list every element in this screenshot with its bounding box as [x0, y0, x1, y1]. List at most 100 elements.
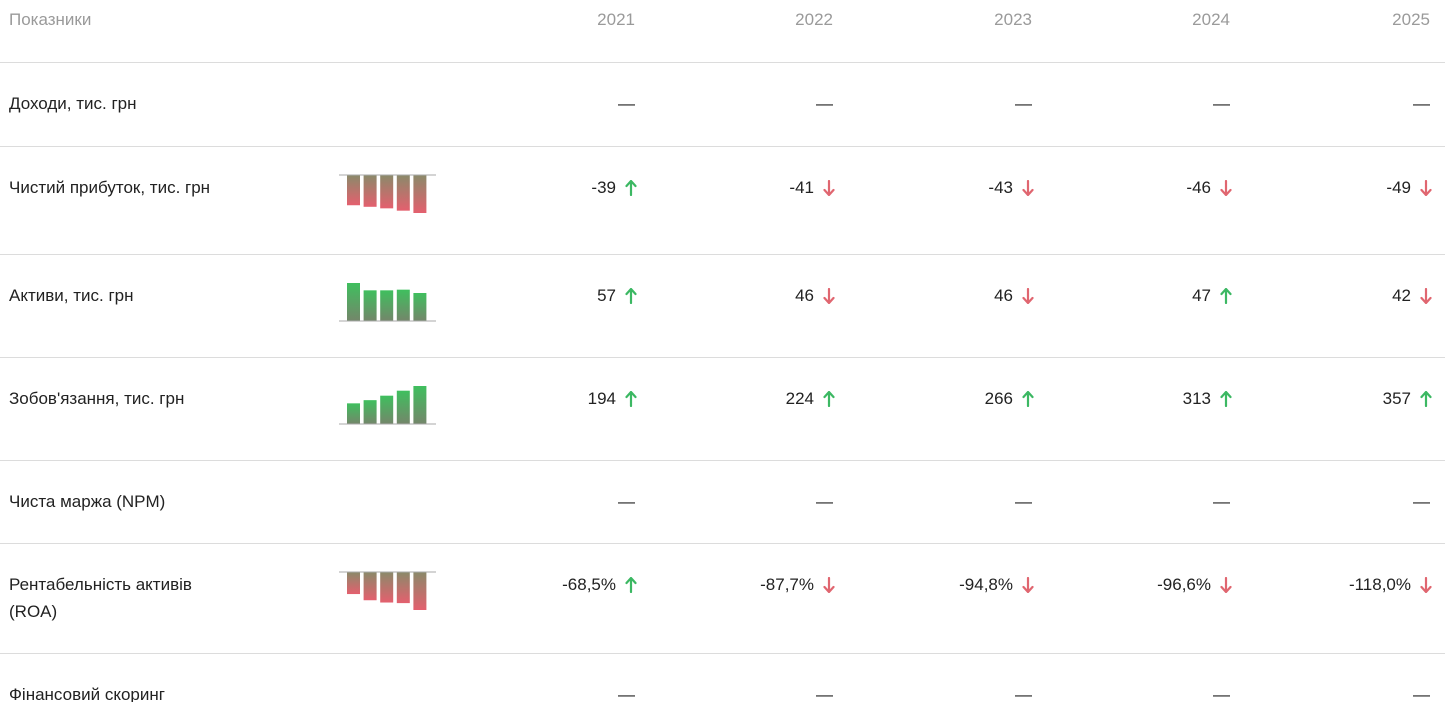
value-cell: —	[1015, 90, 1032, 117]
value-label: 357	[1382, 389, 1411, 408]
arrow-shape	[1220, 390, 1232, 407]
value-label: -41	[789, 178, 814, 197]
spark-bar	[413, 175, 427, 213]
year-header: 2025	[1392, 10, 1430, 29]
value-cell: 224	[786, 385, 835, 412]
value-cell: -43	[988, 174, 1034, 201]
arrow-shape	[1220, 287, 1232, 304]
spark-bar	[380, 572, 394, 603]
value-label: —	[618, 685, 635, 702]
arrow-shape	[823, 390, 835, 407]
spark-bar	[363, 290, 377, 321]
value-label: 224	[785, 389, 814, 408]
value-cell: —	[618, 90, 635, 117]
trend-up-arrow	[1022, 390, 1034, 407]
trend-up-arrow	[625, 390, 637, 407]
value-cell: 46	[994, 282, 1034, 309]
row-label: Активи, тис. грн	[9, 286, 134, 305]
year-header: 2023	[994, 10, 1032, 29]
spark-bar	[413, 386, 427, 424]
value-label: —	[1015, 94, 1032, 113]
spark-bar	[363, 400, 377, 424]
arrow-shape	[625, 390, 637, 407]
spark-bar	[380, 175, 394, 209]
arrow-shape	[1420, 179, 1432, 196]
value-label: 266	[984, 389, 1013, 408]
trend-up-arrow	[1220, 287, 1232, 304]
value-label: -46	[1186, 178, 1211, 197]
value-cell: -96,6%	[1157, 571, 1232, 598]
value-label: -118,0%	[1348, 575, 1411, 594]
trend-up-arrow	[625, 576, 637, 593]
arrow-shape	[1022, 576, 1034, 593]
value-label: —	[1015, 492, 1032, 511]
value-label: —	[816, 94, 833, 113]
spark-bar	[363, 572, 377, 601]
trend-down-arrow	[1022, 179, 1034, 196]
row-label: Рентабельність активів (ROA)	[9, 575, 192, 621]
value-label: 194	[587, 389, 616, 408]
value-label: 46	[994, 286, 1013, 305]
value-cell: —	[1413, 681, 1430, 702]
value-cell: —	[1213, 488, 1230, 515]
trend-up-arrow	[625, 179, 637, 196]
arrow-shape	[1420, 576, 1432, 593]
arrow-shape	[1022, 179, 1034, 196]
value-cell: —	[816, 488, 833, 515]
trend-down-arrow	[1022, 287, 1034, 304]
row-divider	[0, 543, 1445, 544]
spark-bar	[363, 175, 377, 207]
value-cell: -94,8%	[959, 571, 1034, 598]
value-label: 46	[795, 286, 814, 305]
sparkline	[339, 571, 436, 610]
sparkline	[339, 283, 436, 322]
value-cell: 357	[1383, 385, 1432, 412]
value-cell: —	[816, 90, 833, 117]
trend-down-arrow	[1420, 287, 1432, 304]
value-label: 57	[597, 286, 616, 305]
arrow-shape	[1022, 287, 1034, 304]
value-cell: —	[1015, 681, 1032, 702]
trend-down-arrow	[1220, 576, 1232, 593]
row-divider	[0, 460, 1445, 461]
row-label: Фінансовий скоринг	[9, 685, 165, 702]
value-cell: —	[1413, 488, 1430, 515]
trend-up-arrow	[625, 287, 637, 304]
spark-bar	[396, 572, 410, 604]
sparkline	[339, 386, 436, 425]
row-label: Доходи, тис. грн	[9, 94, 137, 113]
value-cell: -46	[1186, 174, 1232, 201]
arrow-shape	[1220, 179, 1232, 196]
value-label: -68,5%	[562, 575, 616, 594]
value-cell: -41	[789, 174, 835, 201]
value-cell: -87,7%	[760, 571, 835, 598]
value-label: -39	[591, 178, 616, 197]
value-cell: —	[816, 681, 833, 702]
value-cell: 42	[1392, 282, 1432, 309]
row-label: Зобов'язання, тис. грн	[9, 389, 185, 408]
value-label: —	[1413, 492, 1430, 511]
trend-down-arrow	[1220, 179, 1232, 196]
trend-down-arrow	[823, 179, 835, 196]
trend-up-arrow	[1420, 390, 1432, 407]
spark-bar	[380, 290, 394, 321]
value-cell: 57	[597, 282, 637, 309]
value-cell: -118,0%	[1349, 571, 1432, 598]
value-label: -96,6%	[1157, 575, 1211, 594]
row-label: Чиста маржа (NPM)	[9, 492, 166, 511]
value-cell: -68,5%	[562, 571, 637, 598]
spark-bar	[396, 175, 410, 211]
arrow-shape	[1022, 390, 1034, 407]
value-cell: 266	[985, 385, 1034, 412]
sparkline	[339, 174, 436, 213]
arrow-shape	[1420, 287, 1432, 304]
value-label: —	[1413, 685, 1430, 702]
value-cell: 46	[795, 282, 835, 309]
row-divider	[0, 146, 1445, 147]
value-cell: -49	[1386, 174, 1432, 201]
value-label: -94,8%	[959, 575, 1013, 594]
spark-bar	[396, 289, 410, 321]
year-header: 2021	[597, 10, 635, 29]
arrow-shape	[823, 576, 835, 593]
spark-bar	[347, 572, 360, 595]
